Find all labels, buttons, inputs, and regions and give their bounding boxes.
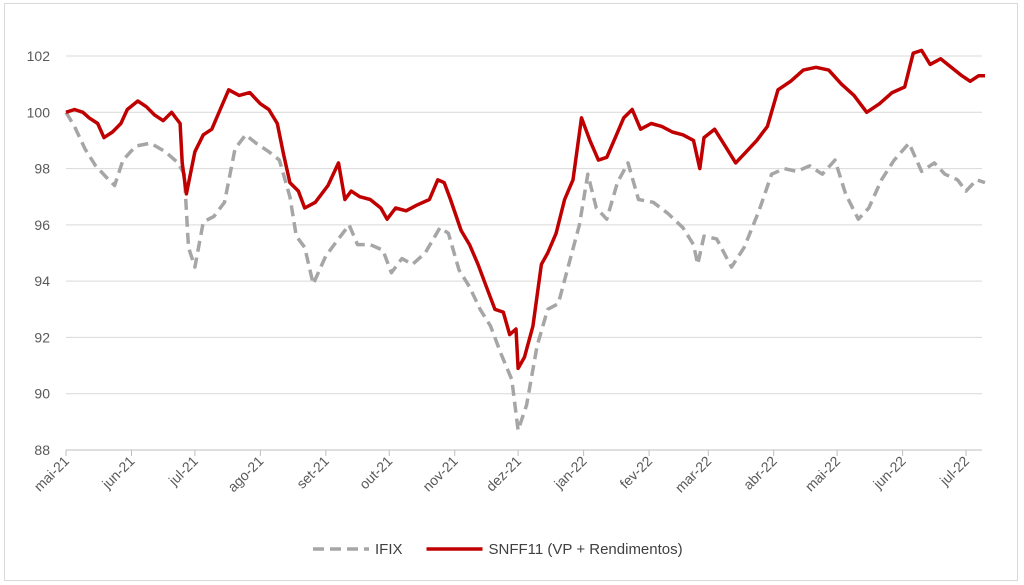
gridlines xyxy=(66,55,982,451)
legend-label: SNFF11 (VP + Rendimentos) xyxy=(489,541,683,558)
x-axis: mai-21 jun-21 jul-21 ago-21 set-21 out-21 nov-… xyxy=(31,449,982,496)
x-tick-label: abr-22 xyxy=(740,453,780,493)
x-tick-label: fev-22 xyxy=(616,453,655,492)
x-tick-label: jun-22 xyxy=(869,453,909,493)
legend-label: IFIX xyxy=(375,541,403,558)
x-tick-label: mar-22 xyxy=(672,453,715,496)
x-tick-label: mai-22 xyxy=(802,453,844,495)
x-tick-label: jun-21 xyxy=(98,453,138,493)
y-tick-label: 94 xyxy=(34,273,50,289)
y-tick-label: 90 xyxy=(34,386,50,402)
x-tick-label: dez-21 xyxy=(483,453,525,495)
y-tick-label: 98 xyxy=(34,161,50,177)
y-tick-label: 92 xyxy=(34,329,50,345)
legend: IFIX SNFF11 (VP + Rendimentos) xyxy=(313,541,683,558)
y-tick-label: 100 xyxy=(27,104,51,120)
x-tick-label: mai-21 xyxy=(31,453,73,495)
x-tick-label: set-21 xyxy=(293,453,332,492)
y-axis: 88 90 92 94 96 98 100 102 xyxy=(27,48,51,458)
x-tick-label: ago-21 xyxy=(224,453,266,495)
x-tick-label: out-21 xyxy=(356,453,396,493)
x-tick-label: jul-22 xyxy=(936,453,972,489)
y-tick-label: 88 xyxy=(34,442,50,458)
series-lines xyxy=(64,48,986,433)
x-tick-label: jul-21 xyxy=(165,453,201,489)
series-line-snff11 xyxy=(65,48,985,371)
chart-frame xyxy=(4,3,1018,581)
series-line-ifix xyxy=(64,111,986,433)
x-tick-label: nov-21 xyxy=(419,453,461,495)
x-tick-label: jan-22 xyxy=(550,453,590,493)
y-tick-label: 96 xyxy=(34,217,50,233)
y-tick-label: 102 xyxy=(27,48,51,64)
